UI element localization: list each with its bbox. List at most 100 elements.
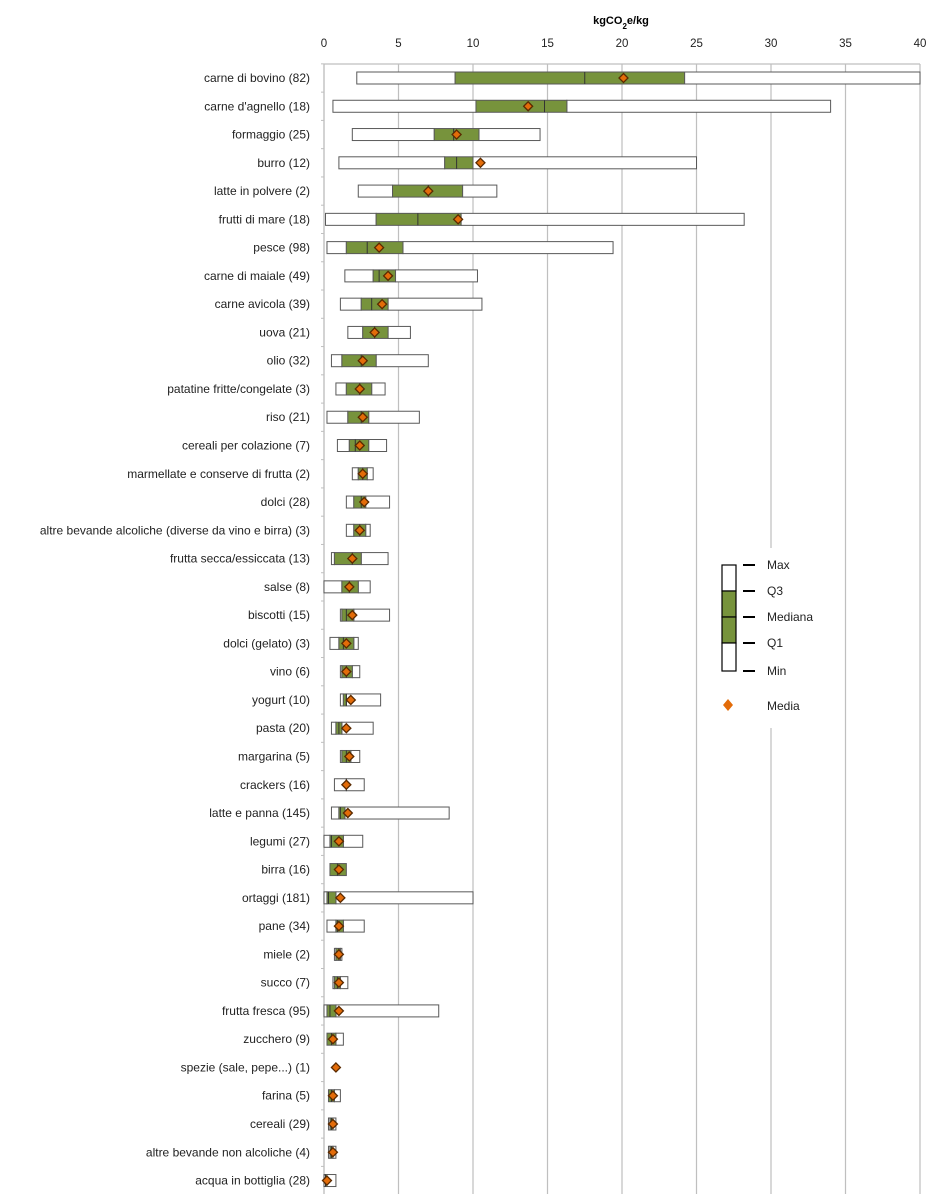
box-row [345, 523, 371, 537]
box-row [332, 99, 832, 113]
mean-marker [333, 977, 345, 989]
mean-marker [343, 751, 355, 762]
category-label: margarina (5) [238, 749, 310, 763]
mean-marker [451, 129, 463, 140]
box-row [332, 976, 349, 990]
upper-whisker-box [351, 665, 361, 679]
category-label: carne d'agnello (18) [204, 99, 310, 113]
legend-mean-marker [723, 699, 733, 711]
category-label: dolci (gelato) (3) [223, 636, 310, 650]
category-label: cereali per colazione (7) [182, 439, 310, 453]
category-label: pane (34) [259, 919, 310, 933]
box-row [327, 1145, 339, 1159]
category-label: legumi (27) [250, 834, 310, 848]
category-label: riso (21) [266, 410, 310, 424]
upper-whisker-box [335, 891, 474, 905]
legend-label: Mediana [767, 610, 813, 624]
box-row [351, 128, 541, 142]
lower-whisker-box [326, 410, 349, 424]
category-label: pasta (20) [256, 721, 310, 735]
mean-marker [333, 920, 345, 932]
box-row [345, 495, 391, 509]
lower-whisker-box [326, 241, 347, 255]
box-row [330, 1062, 342, 1073]
lower-whisker-box [330, 354, 343, 368]
category-label: marmellate e conserve di frutta (2) [127, 467, 310, 481]
legend-label: Q3 [767, 584, 783, 598]
upper-whisker-box [335, 1004, 440, 1018]
mean-marker [369, 327, 381, 338]
lower-whisker-box [335, 382, 347, 396]
category-label: carne di maiale (49) [204, 269, 310, 283]
x-tick-labels: 0 5 10 15 20 25 30 35 40 [321, 38, 927, 50]
mean-marker [358, 496, 370, 508]
category-label: olio (32) [267, 354, 310, 368]
box-row [330, 354, 429, 368]
mean-marker [346, 609, 358, 621]
upper-whisker-box [684, 71, 921, 85]
box-row [330, 552, 389, 566]
box-row [338, 156, 697, 170]
lower-whisker-box [323, 580, 343, 594]
category-label: frutta fresca (95) [222, 1004, 310, 1018]
category-label: formaggio (25) [232, 128, 310, 142]
mean-marker [340, 779, 352, 791]
box-row [330, 721, 374, 735]
legend-box-q3 [721, 590, 737, 618]
mean-marker [327, 1146, 339, 1158]
x-tick-label: 30 [765, 38, 778, 50]
upper-whisker-box [368, 439, 388, 453]
category-label: altre bevande non alcoliche (4) [146, 1145, 310, 1159]
mean-marker [354, 383, 366, 395]
box-row [324, 212, 745, 226]
category-labels: carne di bovino (82) carne d'agnello (18)… [40, 71, 310, 1188]
x-tick-label: 10 [467, 38, 480, 50]
x-axis-title: kgCO2e/kg [593, 15, 649, 31]
iqr-box [454, 71, 686, 85]
category-label: miele (2) [263, 947, 310, 961]
mean-marker [522, 100, 534, 112]
lower-whisker-box [356, 71, 456, 85]
mean-marker [340, 666, 352, 678]
category-label: latte e panna (145) [209, 806, 310, 820]
box-row [327, 1117, 339, 1131]
box-row [323, 834, 364, 848]
upper-whisker-box [344, 806, 450, 820]
upper-whisker-box [371, 382, 386, 396]
upper-whisker-box [353, 636, 359, 650]
upper-whisker-box [387, 325, 411, 339]
iqr-box [475, 99, 568, 113]
mean-marker [354, 524, 366, 536]
upper-whisker-box [353, 608, 391, 622]
x-tick-label: 0 [321, 38, 327, 50]
legend-label: Max [767, 558, 790, 572]
box-row [326, 1032, 344, 1046]
legend-label: Q1 [767, 636, 783, 650]
category-label: latte in polvere (2) [214, 184, 310, 198]
category-label: carne avicola (39) [215, 297, 310, 311]
mean-marker [475, 157, 486, 169]
box-row [333, 947, 345, 961]
upper-whisker-box [368, 410, 420, 424]
box-row [323, 1004, 440, 1018]
mean-marker [618, 72, 629, 84]
lower-whisker-box [330, 721, 337, 735]
category-label: zucchero (9) [243, 1032, 310, 1046]
box-row [339, 665, 361, 679]
box-row [330, 806, 450, 820]
upper-whisker-box [566, 99, 832, 113]
box-row [323, 580, 371, 594]
x-tick-label: 35 [839, 38, 852, 50]
x-axis-title-post: e/kg [627, 15, 649, 27]
mean-marker [422, 185, 434, 197]
category-label: farina (5) [262, 1089, 310, 1103]
mean-marker [330, 1062, 342, 1073]
category-label: altre bevande alcoliche (diverse da vino… [40, 523, 310, 537]
iqr-box [375, 212, 462, 226]
x-tick-label: 20 [616, 38, 629, 50]
mean-marker [333, 1005, 345, 1017]
mean-marker [340, 637, 352, 649]
boxes [321, 71, 921, 1188]
category-label: acqua in bottiglia (28) [195, 1174, 310, 1188]
